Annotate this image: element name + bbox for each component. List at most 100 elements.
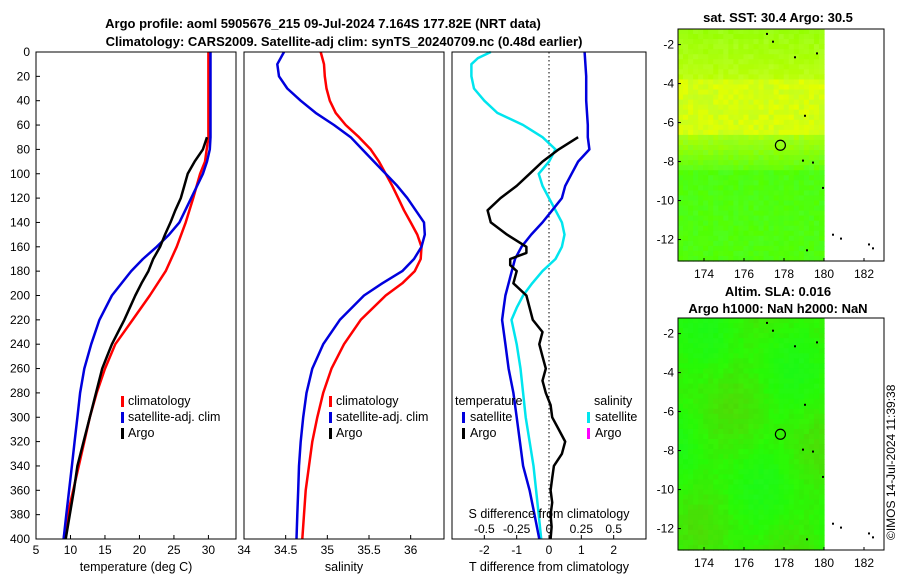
heatmap-cell	[733, 403, 740, 410]
heatmap-cell	[698, 129, 704, 136]
heatmap-cell	[778, 155, 785, 161]
heatmap-cell	[683, 175, 689, 181]
heatmap-cell	[748, 358, 755, 364]
heatmap-cell	[788, 49, 795, 55]
heatmap-cell	[788, 413, 795, 420]
heatmap-cell	[758, 358, 765, 364]
heatmap-cell	[788, 338, 795, 344]
y-tick-label: 40	[17, 94, 31, 108]
heatmap-cell	[723, 34, 729, 40]
heatmap-cell	[708, 64, 714, 70]
heatmap-cell	[753, 114, 760, 121]
heatmap-cell	[693, 175, 699, 181]
heatmap-cell	[698, 499, 704, 506]
heatmap-cell	[693, 398, 699, 405]
heatmap-cell	[758, 413, 765, 420]
heatmap-cell	[703, 449, 709, 455]
heatmap-cell	[738, 139, 745, 146]
y-tick-label: -4	[663, 366, 674, 380]
x-tick-label: 180	[814, 556, 834, 570]
heatmap-cell	[768, 215, 775, 222]
heatmap-cell	[763, 428, 770, 435]
heatmap-cell	[718, 200, 724, 207]
heatmap-cell	[688, 318, 694, 324]
heatmap-cell	[683, 114, 689, 121]
heatmap-cell	[693, 94, 699, 101]
heatmap-cell	[743, 494, 750, 501]
heatmap-cell	[728, 373, 734, 380]
heatmap-cell	[793, 200, 800, 207]
heatmap-cell	[708, 514, 714, 521]
heatmap-cell	[808, 318, 815, 324]
heatmap-cell	[768, 230, 775, 237]
heatmap-cell	[818, 215, 825, 222]
heatmap-cell	[708, 529, 714, 536]
heatmap-cell	[683, 464, 689, 470]
heatmap-cell	[703, 428, 709, 435]
heatmap-cell	[743, 449, 750, 455]
heatmap-cell	[698, 454, 704, 460]
heatmap-cell	[783, 544, 790, 551]
heatmap-cell	[693, 29, 699, 35]
heatmap-cell	[728, 449, 734, 455]
heatmap-cell	[788, 383, 795, 390]
heatmap-cell	[753, 368, 760, 375]
heatmap-cell	[768, 318, 775, 324]
heatmap-cell	[738, 49, 745, 55]
heatmap-cell	[748, 155, 755, 161]
heatmap-cell	[768, 484, 775, 491]
heatmap-cell	[763, 134, 770, 141]
heatmap-cell	[798, 205, 805, 212]
heatmap-cell	[773, 378, 780, 385]
heatmap-cell	[753, 398, 760, 405]
heatmap-cell	[753, 378, 760, 385]
heatmap-cell	[798, 529, 805, 536]
heatmap-cell	[783, 403, 790, 410]
heatmap-cell	[728, 69, 734, 75]
heatmap-cell	[803, 479, 810, 486]
x-tick-label: 174	[694, 267, 714, 281]
heatmap-cell	[678, 145, 684, 151]
heatmap-cell	[793, 79, 800, 86]
heatmap-cell	[808, 534, 815, 541]
heatmap-cell	[738, 235, 745, 242]
heatmap-cell	[688, 185, 694, 191]
heatmap-cell	[808, 220, 815, 227]
heatmap-cell	[808, 408, 815, 415]
heatmap-cell	[808, 383, 815, 390]
heatmap-cell	[738, 353, 745, 359]
heatmap-cell	[818, 59, 825, 65]
heatmap-cell	[788, 129, 795, 136]
heatmap-cell	[693, 418, 699, 425]
heatmap-cell	[788, 145, 795, 151]
heatmap-cell	[743, 89, 750, 96]
heatmap-cell	[683, 124, 689, 131]
heatmap-cell	[738, 220, 745, 227]
heatmap-cell	[788, 195, 795, 202]
heatmap-cell	[678, 129, 684, 136]
difference-legend: temperature satellite Argo salinity sate…	[455, 394, 637, 440]
heatmap-cell	[683, 459, 689, 465]
heatmap-cell	[678, 514, 684, 521]
heatmap-cell	[763, 343, 770, 349]
legend-swatch-climatology	[121, 396, 124, 407]
heatmap-cell	[738, 79, 745, 86]
heatmap-cell	[693, 155, 699, 161]
heatmap-cell	[753, 255, 760, 262]
heatmap-cell	[743, 160, 750, 166]
heatmap-cell	[788, 34, 795, 40]
heatmap-cell	[813, 230, 820, 237]
heatmap-cell	[743, 393, 750, 400]
heatmap-cell	[738, 363, 745, 370]
heatmap-cell	[753, 439, 760, 445]
heatmap-cell	[803, 439, 810, 445]
heatmap-cell	[758, 338, 765, 344]
temperature-lines	[62, 52, 212, 540]
heatmap-cell	[728, 529, 734, 536]
heatmap-cell	[813, 250, 820, 257]
heatmap-cell	[753, 39, 760, 45]
heatmap-cell	[738, 504, 745, 511]
heatmap-cell	[698, 165, 704, 171]
heatmap-cell	[783, 408, 790, 415]
heatmap-cell	[763, 484, 770, 491]
